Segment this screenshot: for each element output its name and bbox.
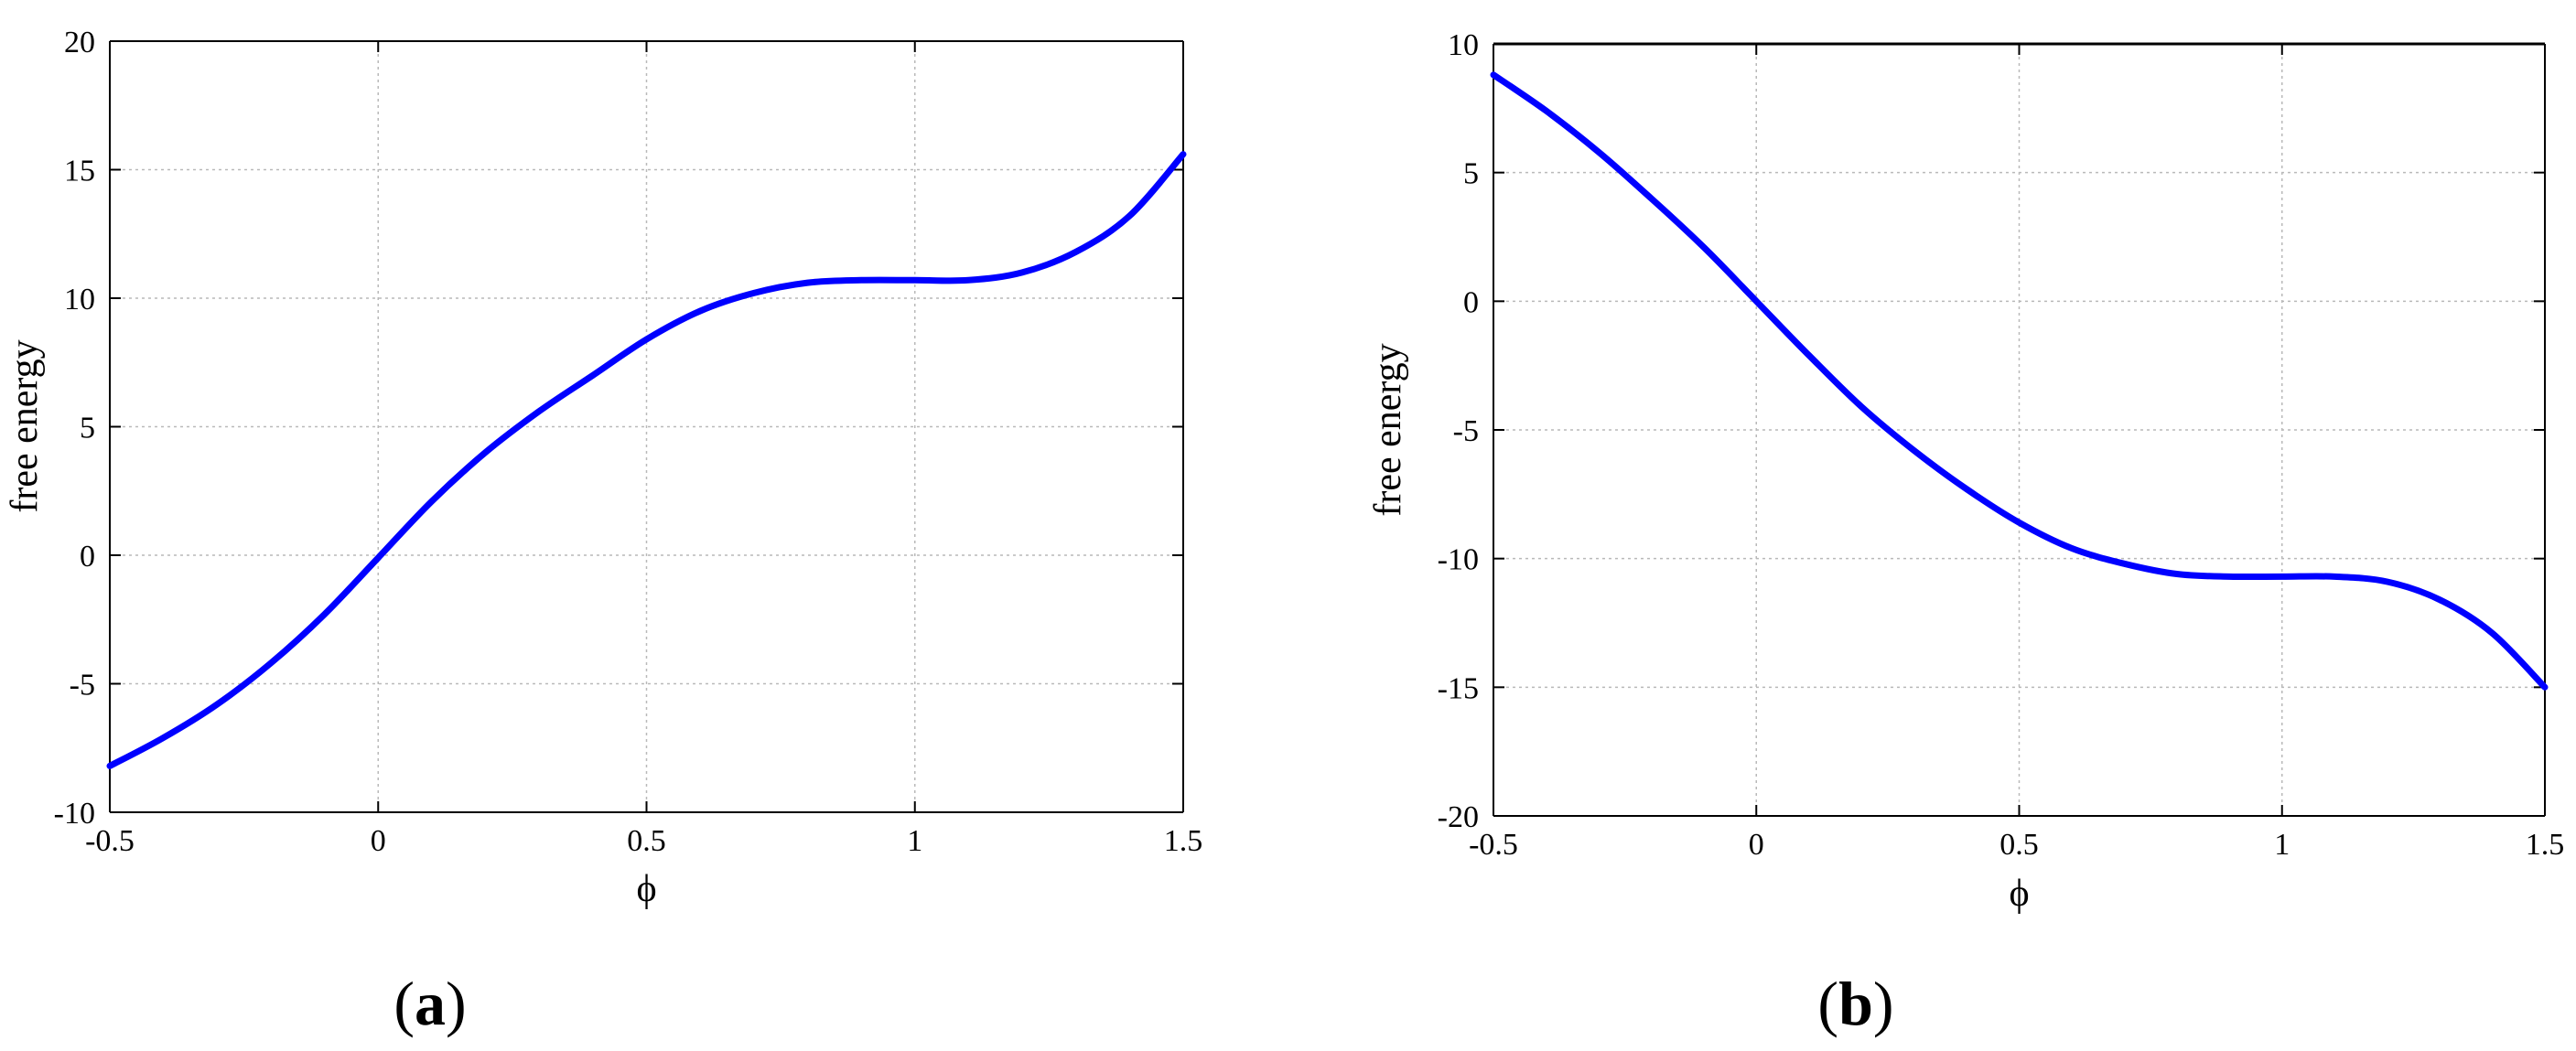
panel-label: (a) (393, 969, 466, 1038)
y-axis-label: free energy (4, 339, 46, 512)
y-tick-label: 0 (80, 540, 95, 574)
x-tick-label: -0.5 (85, 824, 135, 858)
x-axis-label: ϕ (2009, 873, 2029, 915)
x-tick-label: 1 (2274, 828, 2290, 862)
x-tick-label: 1 (907, 824, 922, 858)
panel-letter: b (1838, 969, 1873, 1038)
series-line (106, 151, 1187, 769)
chart-panel-a: -0.5 0 0.5 1 1.5 -10 -5 0 5 10 15 20 ϕ free energy (a) (4, 26, 1202, 1038)
y-tick-label: 10 (64, 283, 95, 316)
y-tick-label: 5 (80, 412, 95, 445)
x-tick-label: 0.5 (627, 824, 666, 858)
y-tick-label: 20 (64, 26, 95, 59)
y-tick-label: 5 (1463, 157, 1479, 191)
x-tick-label: -0.5 (1469, 828, 1518, 862)
y-tick-label: 15 (64, 155, 95, 188)
y-axis-label: free energy (1367, 343, 1409, 516)
y-tick-label: -15 (1438, 671, 1479, 705)
y-tick-label: 10 (1448, 28, 1479, 62)
y-tick-label: 0 (1463, 285, 1479, 319)
x-tick-label: 1.5 (1164, 824, 1203, 858)
x-axis-label: ϕ (636, 868, 656, 910)
series-line (1490, 71, 2549, 691)
y-tick-label: -5 (1453, 414, 1479, 448)
x-tick-label: 0 (371, 824, 386, 858)
chart-panel-b: -0.5 0 0.5 1 1.5 -20 -15 -10 -5 0 5 10 ϕ free energy (… (1367, 28, 2564, 1038)
y-tick-label: -10 (54, 797, 95, 831)
y-tick-label: -10 (1438, 543, 1479, 577)
panel-letter: a (415, 969, 446, 1038)
x-tick-label: 0.5 (1999, 828, 2039, 862)
x-tick-label: 1.5 (2526, 828, 2565, 862)
panel-label: (b) (1817, 969, 1893, 1038)
x-tick-label: 0 (1749, 828, 1764, 862)
y-tick-label: -20 (1438, 800, 1479, 834)
y-tick-label: -5 (70, 669, 95, 702)
